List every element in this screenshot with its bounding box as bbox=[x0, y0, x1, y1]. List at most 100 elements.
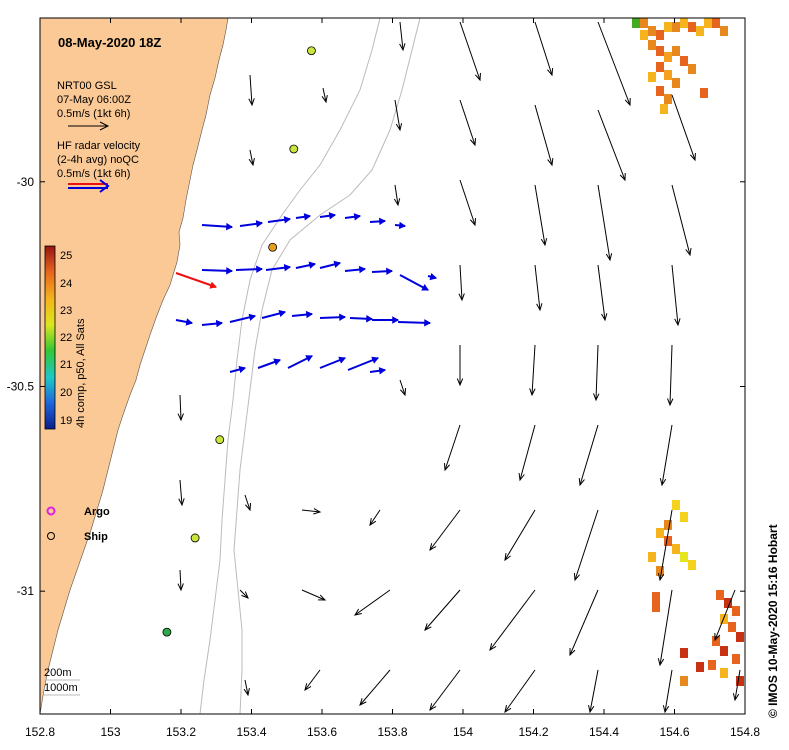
model-arrow bbox=[504, 509, 536, 562]
model-arrow bbox=[504, 669, 536, 714]
sst-cell bbox=[680, 18, 688, 28]
model-arrow bbox=[534, 184, 548, 247]
sst-cell bbox=[736, 632, 744, 642]
map-title: 08-May-2020 18Z bbox=[58, 35, 161, 50]
colorbar bbox=[44, 245, 56, 430]
radar-arrow bbox=[287, 355, 313, 369]
model-arrow bbox=[671, 184, 692, 257]
sst-cell bbox=[712, 636, 720, 646]
model-arrow bbox=[597, 264, 608, 322]
radar-arrow bbox=[397, 319, 432, 327]
model-arrow bbox=[659, 424, 673, 487]
radar-arrow bbox=[319, 212, 337, 220]
sst-cell bbox=[648, 552, 656, 562]
colorbar-tick-21: 21 bbox=[60, 359, 72, 371]
radar-arrow bbox=[427, 272, 438, 281]
model-arrow bbox=[459, 21, 481, 82]
sst-cell bbox=[732, 654, 740, 664]
sst-cell bbox=[660, 104, 668, 114]
model-arrow bbox=[578, 424, 599, 487]
x-axis: 152.8 153 153.2 153.4 153.6 153.8 154 154.2 154.… bbox=[25, 18, 760, 739]
model-arrow bbox=[671, 94, 696, 162]
model-arrow bbox=[534, 21, 554, 77]
model-legend-line1: NRT00 GSL bbox=[57, 80, 117, 92]
model-arrow bbox=[459, 179, 477, 227]
imos-credit: © IMOS 10-May-2020 15:16 Hobart bbox=[766, 524, 780, 718]
model-arrow bbox=[243, 679, 250, 697]
model-arrow bbox=[248, 74, 255, 107]
colorbar-tick-20: 20 bbox=[60, 387, 72, 399]
model-arrow bbox=[459, 99, 477, 147]
sst-cell bbox=[672, 544, 680, 554]
ship-station-dot bbox=[268, 242, 278, 252]
sst-cell bbox=[656, 566, 664, 576]
model-arrow bbox=[573, 509, 599, 582]
sst-cell bbox=[696, 662, 704, 672]
model-arrow bbox=[597, 184, 613, 262]
sst-cell bbox=[720, 26, 728, 36]
sst-cell bbox=[720, 668, 728, 678]
radar-arrow bbox=[394, 221, 407, 230]
y-axis: -30 -30.5 -31 bbox=[7, 175, 745, 598]
sst-cell bbox=[708, 660, 716, 670]
model-arrow bbox=[244, 494, 252, 512]
model-arrow bbox=[534, 264, 543, 312]
x-tick-label: 153.2 bbox=[166, 725, 196, 739]
model-arrow bbox=[732, 669, 741, 702]
x-tick-label: 152.8 bbox=[25, 725, 55, 739]
sst-cell bbox=[720, 646, 728, 656]
sst-cell bbox=[688, 560, 696, 570]
x-tick-label: 153.8 bbox=[377, 725, 407, 739]
depth-legend-1000m: 1000m bbox=[44, 682, 78, 694]
radar-arrow bbox=[229, 365, 247, 374]
model-arrow bbox=[177, 394, 184, 422]
radar-arrow bbox=[295, 261, 317, 269]
sst-cell bbox=[640, 18, 648, 28]
sst-cell bbox=[648, 40, 656, 50]
model-arrow bbox=[177, 569, 184, 592]
radar-arrow bbox=[319, 356, 346, 369]
sst-cell bbox=[664, 70, 672, 80]
sst-cell bbox=[652, 602, 660, 612]
colorbar-ticks: 25 24 23 22 21 20 19 bbox=[60, 250, 72, 427]
ship-station-dot bbox=[162, 627, 172, 637]
sst-cell bbox=[656, 62, 664, 72]
radar-arrow bbox=[349, 315, 374, 323]
sst-cell bbox=[656, 528, 664, 538]
sst-cell bbox=[696, 26, 704, 36]
radar-arrow bbox=[291, 310, 314, 319]
ship-label: Ship bbox=[84, 531, 108, 543]
radar-legend-line3: 0.5m/s (1kt 6h) bbox=[57, 168, 130, 180]
colorbar-tick-19: 19 bbox=[60, 415, 72, 427]
x-tick-label: 154.8 bbox=[730, 725, 760, 739]
model-arrow bbox=[443, 424, 461, 472]
sst-cell bbox=[664, 536, 672, 546]
colorbar-tick-22: 22 bbox=[60, 332, 72, 344]
radar-arrow bbox=[239, 220, 264, 228]
sst-cell bbox=[656, 86, 664, 96]
model-arrow bbox=[178, 479, 185, 507]
sst-cell bbox=[652, 592, 660, 602]
bathymetry-200m bbox=[199, 18, 381, 714]
hf-radar-arrows bbox=[175, 212, 438, 375]
x-tick-label: 154 bbox=[453, 725, 473, 739]
sst-cell bbox=[728, 622, 736, 632]
sst-cell bbox=[688, 22, 696, 32]
radar-legend-line1: HF radar velocity bbox=[57, 140, 141, 152]
model-arrow bbox=[429, 669, 461, 712]
ship-station-markers bbox=[162, 46, 316, 637]
model-arrow bbox=[597, 109, 626, 182]
radar-arrow bbox=[371, 267, 394, 276]
model-arrow bbox=[301, 589, 327, 601]
radar-arrow bbox=[344, 265, 367, 274]
radar-arrow bbox=[295, 213, 312, 221]
model-arrow bbox=[529, 344, 536, 397]
radar-arrow bbox=[175, 318, 194, 326]
model-arrow bbox=[248, 149, 255, 167]
model-arrow bbox=[393, 184, 401, 207]
model-arrow bbox=[399, 21, 406, 52]
x-tick-label: 153 bbox=[100, 725, 120, 739]
model-arrow bbox=[662, 669, 673, 714]
colorbar-tick-25: 25 bbox=[60, 250, 72, 262]
sst-cell bbox=[656, 46, 664, 56]
